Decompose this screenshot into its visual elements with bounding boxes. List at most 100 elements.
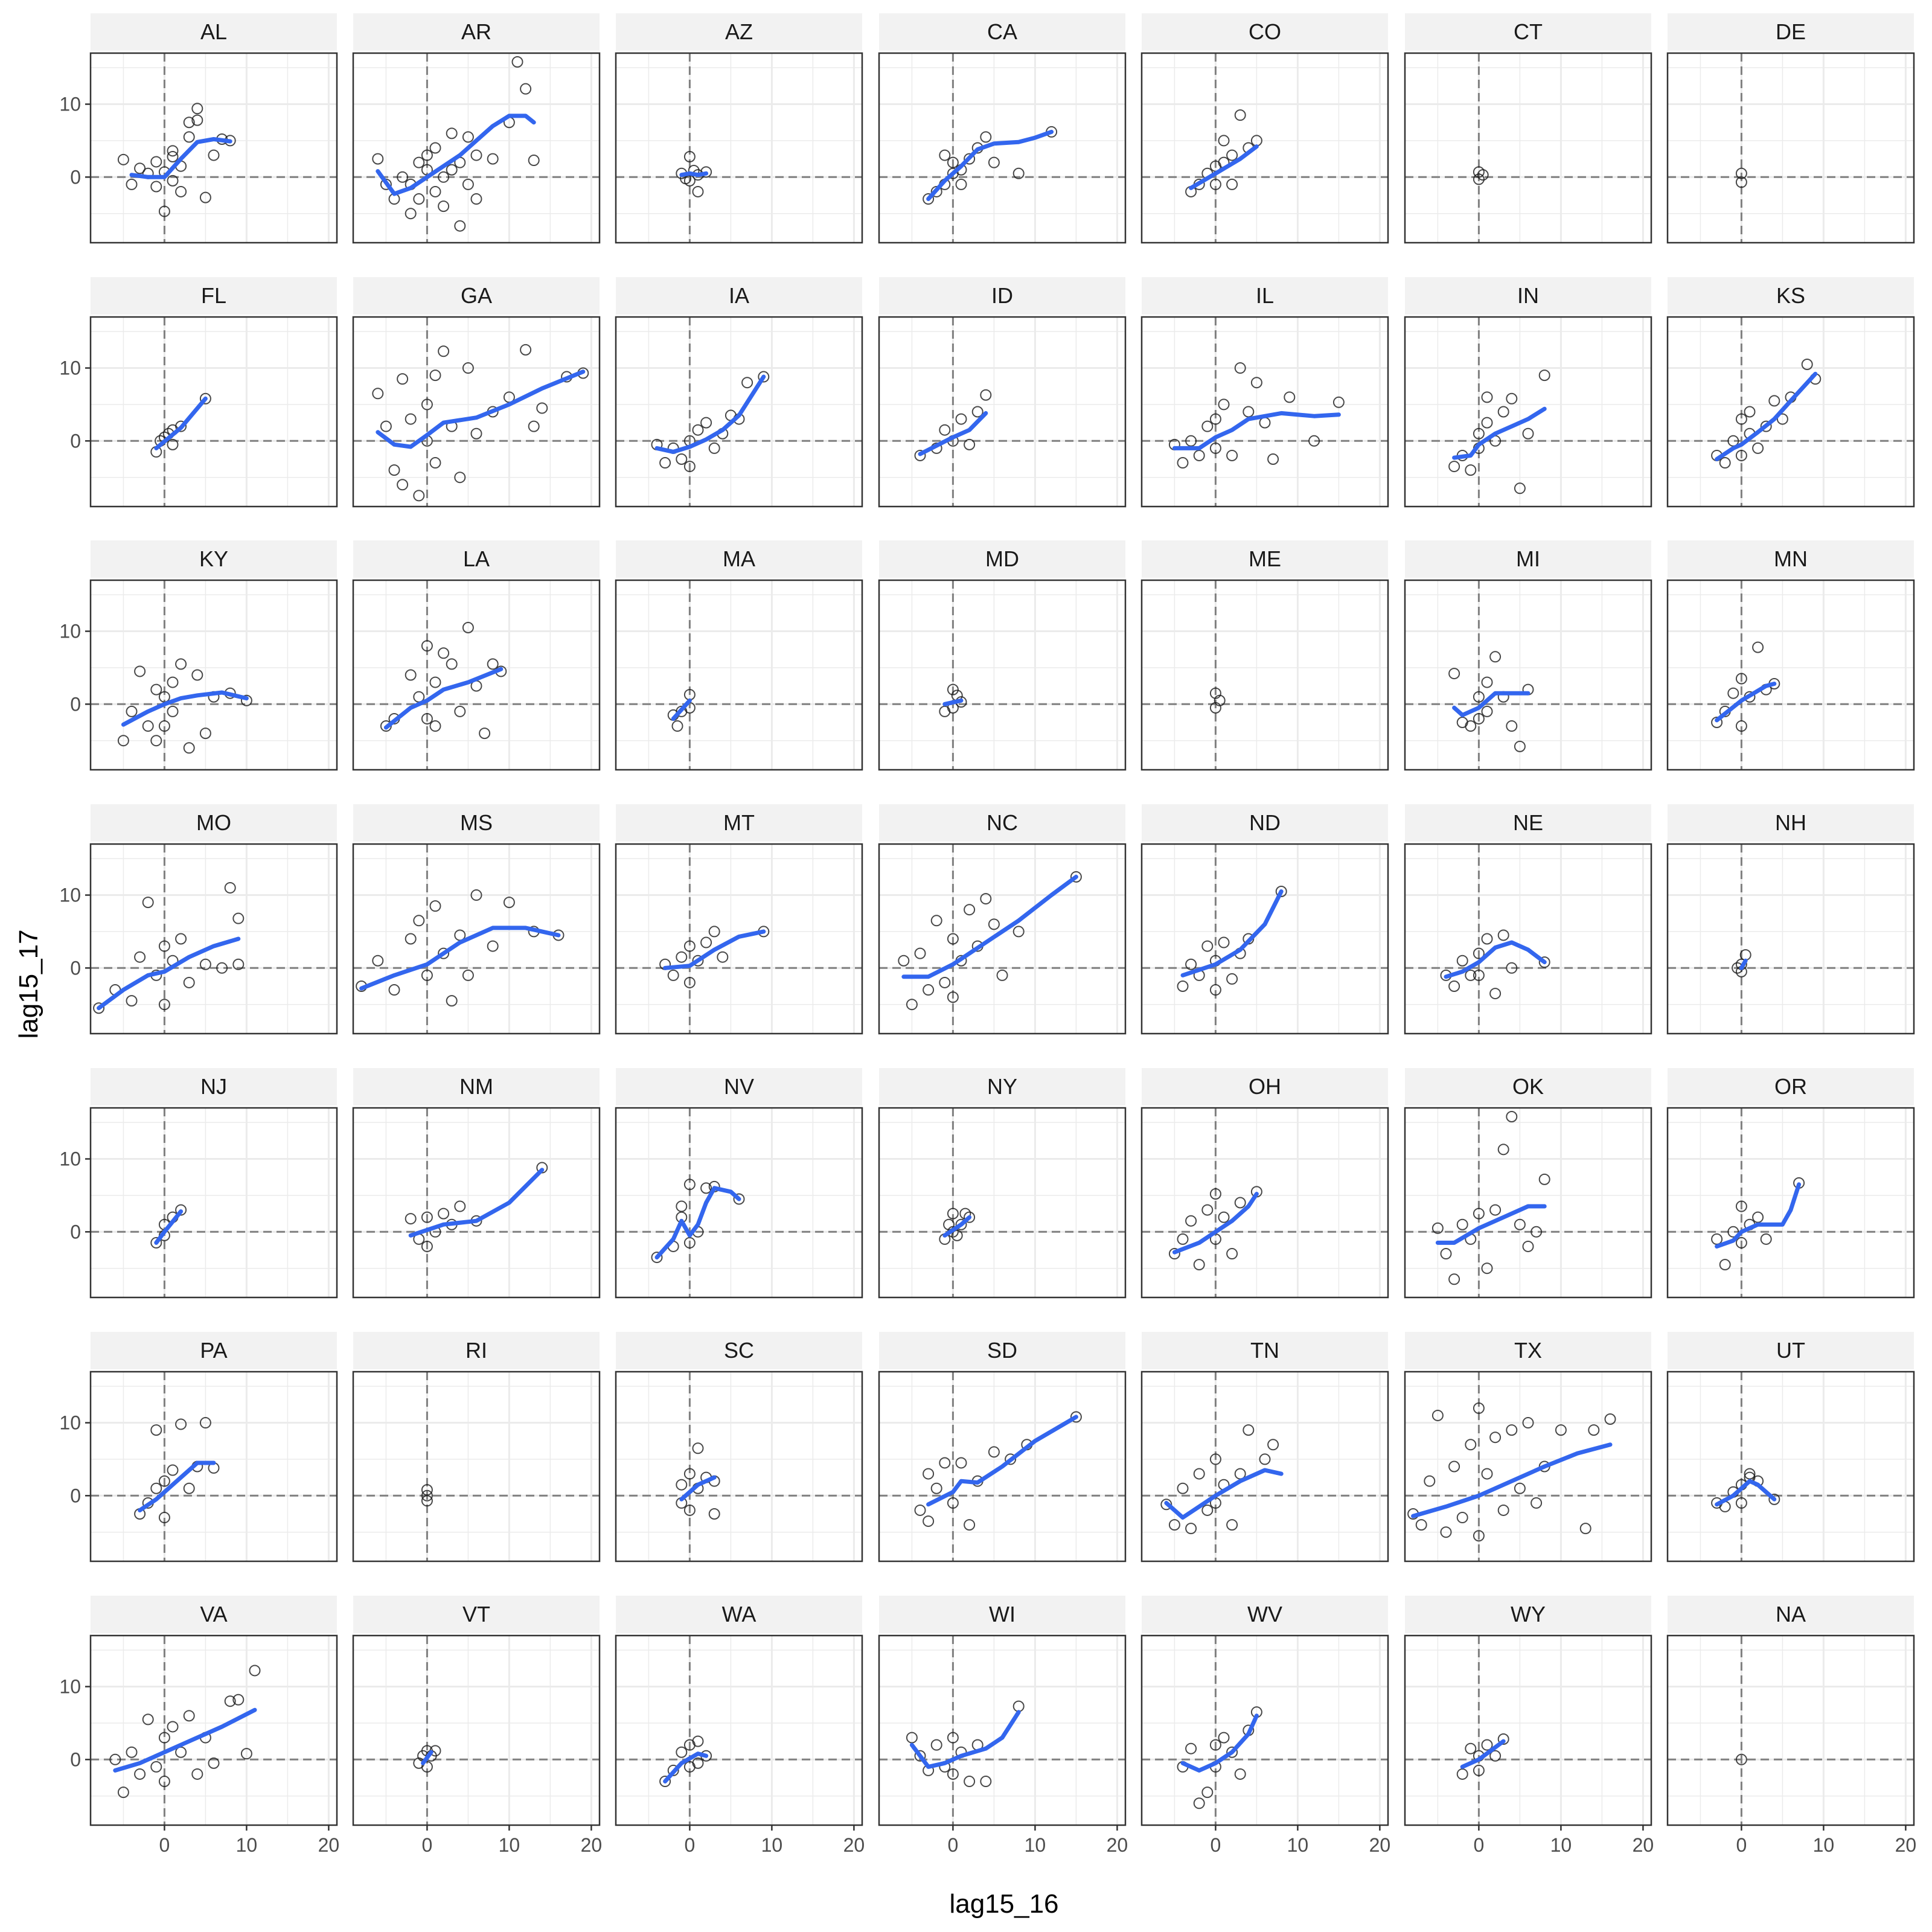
data-point: [964, 904, 976, 916]
data-point: [421, 1211, 433, 1223]
data-point: [1538, 1173, 1550, 1185]
smooth-line: [408, 1168, 545, 1238]
data-point: [1735, 176, 1747, 188]
data-point: [676, 951, 688, 963]
smooth-line: [942, 698, 964, 706]
data-point: [659, 1776, 671, 1788]
smooth-line: [1411, 1442, 1613, 1518]
facet-strip: [353, 1068, 600, 1105]
panel-border: [878, 579, 1127, 771]
data-point: [158, 1732, 170, 1744]
data-point: [1473, 969, 1485, 981]
plot-panel: [1405, 1108, 1651, 1297]
plot-panel: [353, 53, 600, 243]
data-point: [438, 345, 450, 357]
data-point: [158, 1776, 170, 1788]
facet-panel-nh: NH: [1666, 804, 1915, 1035]
data-point: [199, 728, 211, 740]
data-point: [1243, 406, 1255, 418]
plot-panel: [1405, 1372, 1651, 1561]
smooth-line: [376, 369, 586, 449]
data-point: [167, 676, 179, 688]
data-point: [951, 1229, 963, 1241]
facet-panel-nc: NC: [878, 804, 1127, 1035]
data-point: [676, 1479, 688, 1491]
data-point: [421, 1489, 433, 1502]
x-tick-label: 10: [236, 1834, 258, 1856]
y-tick-label: 10: [59, 94, 81, 115]
facet-strip-label: IA: [729, 283, 749, 308]
plot-panel: [1142, 844, 1388, 1034]
data-point: [1481, 705, 1493, 717]
facet-strip: [1142, 1332, 1388, 1369]
data-point: [1267, 453, 1279, 465]
smooth-line: [1172, 1192, 1259, 1255]
data-point: [1448, 668, 1460, 680]
smooth-line: [1164, 1468, 1284, 1520]
facet-strip-label: MA: [723, 546, 755, 571]
y-tick-label: 10: [59, 1412, 81, 1434]
data-point: [955, 178, 967, 190]
data-point: [930, 1482, 942, 1494]
data-point: [142, 720, 154, 732]
data-point: [240, 694, 252, 706]
y-tick-label: 0: [70, 1221, 81, 1243]
data-point: [947, 933, 959, 945]
plot-panel: [1668, 580, 1914, 770]
data-point: [988, 1446, 1000, 1458]
data-point: [199, 191, 211, 203]
facet-strip: [91, 1332, 337, 1369]
plot-panel: [353, 1372, 600, 1561]
panel-border: [352, 52, 601, 244]
data-point: [413, 156, 425, 168]
data-point: [1514, 740, 1526, 752]
data-point: [671, 720, 683, 732]
data-point: [1218, 1732, 1230, 1744]
facet-strip-label: CA: [987, 19, 1017, 44]
data-point: [421, 398, 433, 411]
data-point: [183, 1710, 195, 1722]
smooth-line: [1189, 144, 1259, 190]
data-point: [1481, 933, 1493, 945]
data-point: [708, 442, 720, 454]
facet-strip-label: KS: [1776, 283, 1805, 308]
facet-strip: [616, 1332, 862, 1369]
data-point: [470, 889, 482, 901]
facet-strip-label: AL: [200, 19, 227, 44]
data-point: [1522, 1417, 1534, 1429]
x-tick-label: 0: [1211, 1834, 1221, 1856]
data-point: [1497, 1733, 1509, 1745]
data-point: [421, 1495, 433, 1507]
data-point: [683, 976, 696, 988]
smooth-line: [909, 1710, 1021, 1769]
facet-panel-fl: FL 0 10: [59, 277, 338, 508]
data-point: [1209, 413, 1221, 425]
y-tick-label: 10: [59, 1676, 81, 1698]
plot-panel: [91, 844, 337, 1034]
data-point: [1209, 984, 1221, 996]
data-point: [955, 413, 967, 425]
data-point: [421, 1240, 433, 1252]
x-tick-label: 10: [761, 1834, 783, 1856]
data-point: [692, 1757, 704, 1769]
data-point: [676, 453, 688, 465]
data-point: [167, 1464, 179, 1476]
data-point: [372, 153, 384, 165]
panel-border: [878, 1107, 1127, 1299]
panel-border: [352, 1634, 601, 1826]
facet-strip-label: NY: [987, 1074, 1017, 1099]
data-point: [923, 1515, 935, 1527]
facet-strip: [1405, 1068, 1651, 1105]
data-point: [1735, 449, 1747, 461]
x-tick-label: 20: [1633, 1834, 1654, 1856]
data-point: [1514, 1482, 1526, 1494]
data-point: [1201, 420, 1214, 432]
facet-strip-label: AR: [461, 19, 491, 44]
data-point: [1275, 886, 1287, 897]
data-point: [167, 150, 179, 162]
panel-border: [352, 843, 601, 1035]
panel-border: [352, 579, 601, 771]
data-point: [1226, 1519, 1238, 1531]
smooth-line: [654, 374, 766, 454]
plot-panel: [1668, 1108, 1914, 1297]
